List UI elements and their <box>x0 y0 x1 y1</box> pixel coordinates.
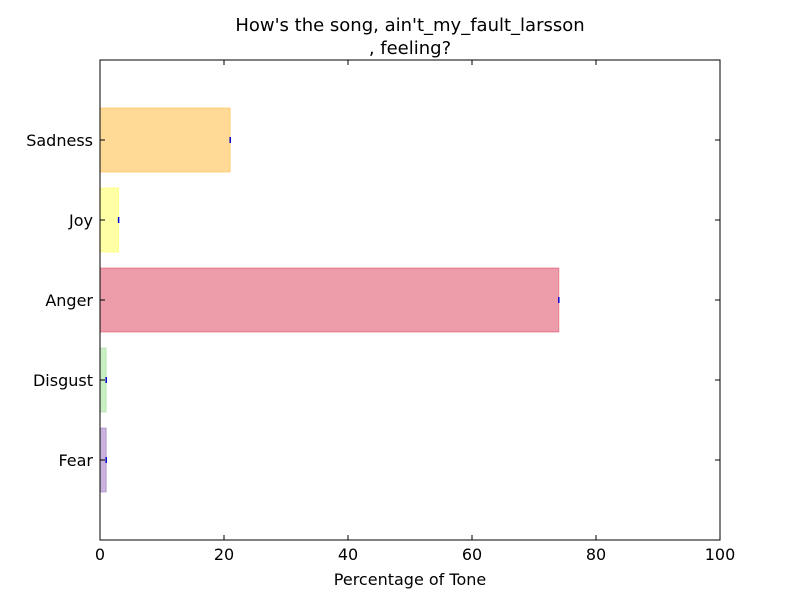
x-tick-label: 0 <box>95 545 105 564</box>
x-tick-label: 60 <box>462 545 482 564</box>
bar-sadness <box>99 107 231 173</box>
y-tick-label-disgust: Disgust <box>33 371 93 390</box>
y-tick-label-joy: Joy <box>68 211 93 230</box>
chart-title-line-2: , feeling? <box>369 38 451 59</box>
x-tick-label: 100 <box>705 545 736 564</box>
y-tick-label-anger: Anger <box>45 291 93 310</box>
x-tick-label: 40 <box>338 545 358 564</box>
x-axis-label: Percentage of Tone <box>334 570 486 589</box>
bar-anger <box>99 267 560 333</box>
chart-title-line-1: How's the song, ain't_my_fault_larsson <box>235 15 584 36</box>
y-tick-label-fear: Fear <box>58 451 93 470</box>
y-tick-label-sadness: Sadness <box>26 131 93 150</box>
y-ticks-group: Fear Disgust Anger Joy Sadness <box>26 131 720 470</box>
x-ticks-group: 0 20 40 60 80 100 <box>95 60 735 564</box>
x-tick-label: 20 <box>214 545 234 564</box>
bars-group <box>99 107 560 493</box>
x-tick-label: 80 <box>586 545 606 564</box>
